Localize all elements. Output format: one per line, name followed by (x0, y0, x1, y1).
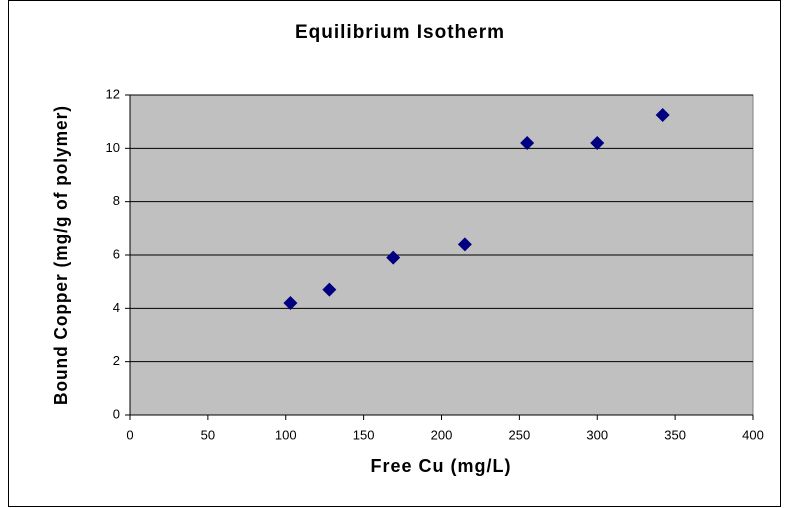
x-tick-label: 300 (586, 427, 608, 442)
y-tick-label: 6 (113, 246, 120, 261)
x-tick-label: 250 (509, 427, 531, 442)
marker (590, 136, 605, 150)
marker (457, 237, 472, 252)
marker (283, 296, 298, 310)
y-tick-label: 2 (113, 353, 120, 368)
marker (655, 108, 670, 122)
x-axis-label: Free Cu (mg/L) (370, 456, 511, 476)
x-tick-label: 400 (742, 427, 764, 442)
chart-title: Equilibrium Isotherm (295, 22, 505, 43)
y-tick-label: 12 (106, 86, 120, 101)
y-tick-label: 8 (113, 193, 120, 208)
marker (520, 136, 535, 150)
x-tick-label: 0 (126, 427, 133, 442)
marker (386, 250, 401, 265)
y-tick-label: 0 (113, 406, 120, 421)
y-tick-label: 4 (113, 300, 120, 315)
x-tick-label: 350 (664, 427, 686, 442)
marker (322, 282, 337, 297)
x-tick-label: 150 (353, 427, 375, 442)
x-tick-label: 50 (201, 427, 215, 442)
x-tick-label: 200 (431, 427, 453, 442)
y-axis-label: Bound Copper (mg/g of polymer) (51, 105, 71, 405)
x-tick-label: 100 (275, 427, 297, 442)
y-tick-label: 10 (106, 140, 120, 155)
